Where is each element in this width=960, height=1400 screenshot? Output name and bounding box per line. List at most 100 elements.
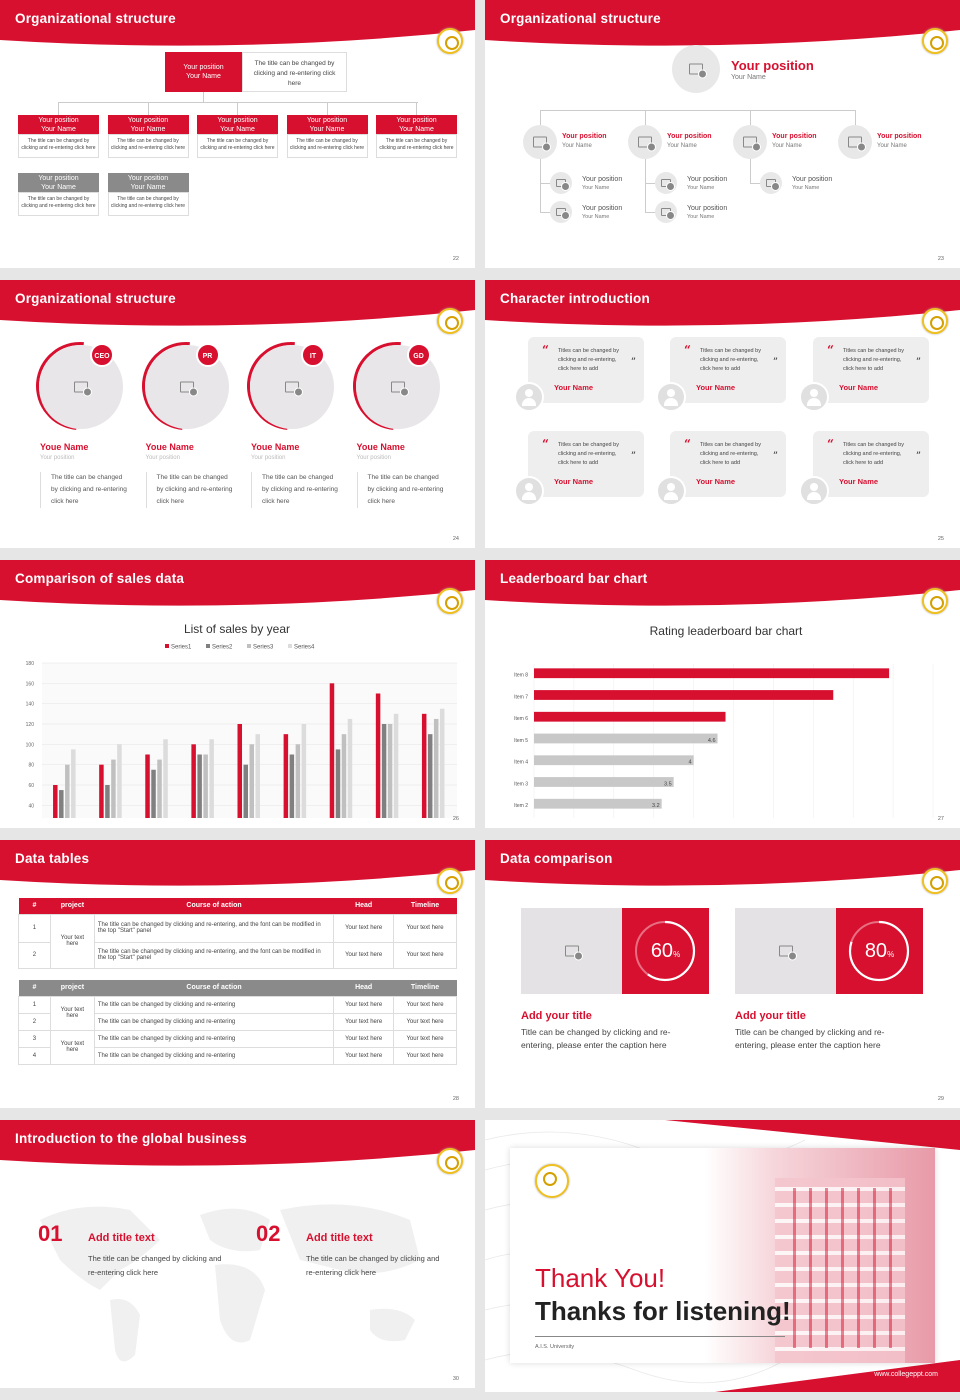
position-box[interactable]: Your position Your Name <box>197 115 278 134</box>
bar <box>163 739 168 818</box>
table-cell: 4 <box>19 1047 51 1064</box>
quote-card[interactable]: “ Titles can be changed by clicking and … <box>813 337 929 403</box>
quote-card[interactable]: “ Titles can be changed by clicking and … <box>670 337 786 403</box>
image-icon <box>565 946 579 957</box>
quote-text: Titles can be changed by clicking and re… <box>700 441 770 468</box>
position-note: The title can be changed by clicking and… <box>108 134 189 158</box>
position-name: Your Name <box>877 143 907 149</box>
bar <box>336 749 341 818</box>
y-tick-label: 160 <box>26 681 35 687</box>
position-box[interactable]: Your position Your Name <box>108 115 189 134</box>
photo-placeholder[interactable] <box>760 172 782 194</box>
role-badge: IT <box>301 343 325 367</box>
quote-card[interactable]: “ Titles can be changed by clicking and … <box>813 431 929 497</box>
column-header: project <box>50 980 94 996</box>
column-header: project <box>50 898 94 914</box>
position-title: Your position <box>687 205 727 212</box>
person-name: Youe Name <box>146 442 194 452</box>
data-table-red: # project Course of action Head Timeline… <box>18 898 457 969</box>
quote-card[interactable]: “ Titles can be changed by clicking and … <box>528 337 644 403</box>
photo-placeholder[interactable] <box>838 125 872 159</box>
slide-character-intro[interactable]: Character introduction “ Titles can be c… <box>485 280 960 548</box>
role-badge: CEO <box>90 343 114 367</box>
stat-value: 60% <box>622 940 709 963</box>
slide-sales-comparison[interactable]: Comparison of sales data List of sales b… <box>0 560 475 828</box>
quote-text: Titles can be changed by clicking and re… <box>700 347 770 374</box>
photo-placeholder[interactable] <box>550 201 572 223</box>
person-name: Youe Name <box>251 442 299 452</box>
slide-leaderboard[interactable]: Leaderboard bar chart Rating leaderboard… <box>485 560 960 828</box>
slide-title: Introduction to the global business <box>15 1131 247 1146</box>
slide-org-structure-2[interactable]: Organizational structure Your position Y… <box>485 0 960 268</box>
bar <box>197 755 202 819</box>
image-icon <box>848 137 862 148</box>
quote-card[interactable]: “ Titles can be changed by clicking and … <box>528 431 644 497</box>
bar <box>117 744 122 818</box>
y-tick-label: 100 <box>26 742 35 748</box>
slide-org-structure-1[interactable]: Organizational structure Your position Y… <box>0 0 475 268</box>
column-header: Timeline <box>394 898 457 914</box>
item-title: Add your title <box>735 1010 806 1022</box>
top-position-box[interactable]: Your position Your Name <box>165 52 242 92</box>
connector <box>645 212 655 213</box>
photo-placeholder[interactable] <box>628 125 662 159</box>
slide-global-business[interactable]: Introduction to the global business 01Ad… <box>0 1120 475 1388</box>
slide-org-structure-3[interactable]: Organizational structure CEOYoue NameYou… <box>0 280 475 548</box>
quote-close-icon: ” <box>773 357 778 368</box>
position-box[interactable]: Your position Your Name <box>376 115 457 134</box>
table-cell: Your text here <box>334 1013 394 1030</box>
slide-data-comparison[interactable]: Data comparison 60% Add your titleTitle … <box>485 840 960 1108</box>
table-cell: The title can be changed by clicking and… <box>94 1030 333 1047</box>
photo-placeholder[interactable] <box>733 125 767 159</box>
image-placeholder[interactable] <box>735 908 836 994</box>
page-number: 30 <box>453 1376 459 1382</box>
position-label: Your position <box>108 174 189 183</box>
person-position: Your position <box>357 455 391 461</box>
bar <box>394 714 399 818</box>
connector <box>750 183 760 184</box>
avatar-icon <box>799 476 829 506</box>
role-badge: PR <box>196 343 220 367</box>
item-description: The title can be changed by clicking and… <box>88 1252 228 1280</box>
position-title: Your position <box>582 205 622 212</box>
image-icon <box>285 382 299 393</box>
position-box-gray[interactable]: Your position Your Name <box>18 173 99 192</box>
image-placeholder[interactable] <box>521 908 622 994</box>
image-icon <box>638 137 652 148</box>
slide-title: Comparison of sales data <box>15 571 184 586</box>
bar <box>65 765 70 818</box>
position-box[interactable]: Your position Your Name <box>18 115 99 134</box>
stat-number: 60 <box>651 940 673 962</box>
table-cell: 2 <box>19 942 51 968</box>
website-link[interactable]: www.collegeppt.com <box>874 1371 938 1378</box>
stat-panel: 60% <box>622 908 709 994</box>
page-number: 26 <box>453 816 459 822</box>
avatar-icon <box>656 382 686 412</box>
item-title: Add title text <box>88 1232 155 1244</box>
photo-placeholder[interactable] <box>523 125 557 159</box>
connector <box>237 102 238 115</box>
person-name: Youe Name <box>357 442 405 452</box>
position-box[interactable]: Your position Your Name <box>287 115 368 134</box>
slide-data-tables[interactable]: Data tables # project Course of action H… <box>0 840 475 1108</box>
stat-panel: 80% <box>836 908 923 994</box>
position-title: Your position <box>687 176 727 183</box>
top-photo-placeholder[interactable] <box>672 45 720 93</box>
table-cell: Your text here <box>334 914 394 942</box>
slide-thank-you[interactable]: Thank You! Thanks for listening! A.I.S. … <box>485 1120 960 1392</box>
quote-name: Your Name <box>839 383 878 392</box>
quote-card[interactable]: “ Titles can be changed by clicking and … <box>670 431 786 497</box>
position-box-gray[interactable]: Your position Your Name <box>108 173 189 192</box>
connector <box>416 102 417 115</box>
quote-text: Titles can be changed by clicking and re… <box>558 347 628 374</box>
photo-placeholder[interactable] <box>655 201 677 223</box>
quote-open-icon: “ <box>542 343 549 357</box>
bar <box>71 749 76 818</box>
bar <box>342 734 347 818</box>
photo-placeholder[interactable] <box>550 172 572 194</box>
quote-name: Your Name <box>696 477 735 486</box>
connector <box>750 159 751 184</box>
person-description: The title can be changed by clicking and… <box>146 472 236 508</box>
y-tick-label: 120 <box>26 722 35 728</box>
photo-placeholder[interactable] <box>655 172 677 194</box>
